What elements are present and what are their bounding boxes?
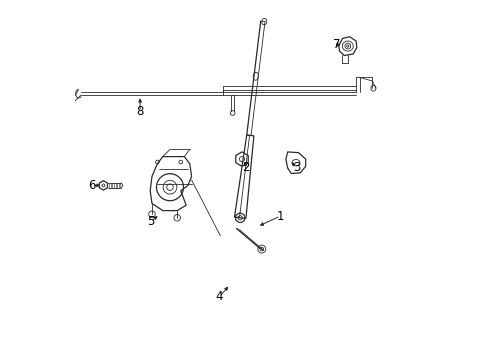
Text: 4: 4: [215, 291, 223, 303]
Text: 7: 7: [332, 39, 339, 51]
Text: 8: 8: [136, 105, 143, 118]
Text: 2: 2: [242, 161, 249, 174]
Text: 6: 6: [87, 179, 95, 192]
Text: 5: 5: [147, 215, 154, 228]
Text: 1: 1: [276, 210, 284, 222]
Text: 3: 3: [292, 161, 300, 174]
